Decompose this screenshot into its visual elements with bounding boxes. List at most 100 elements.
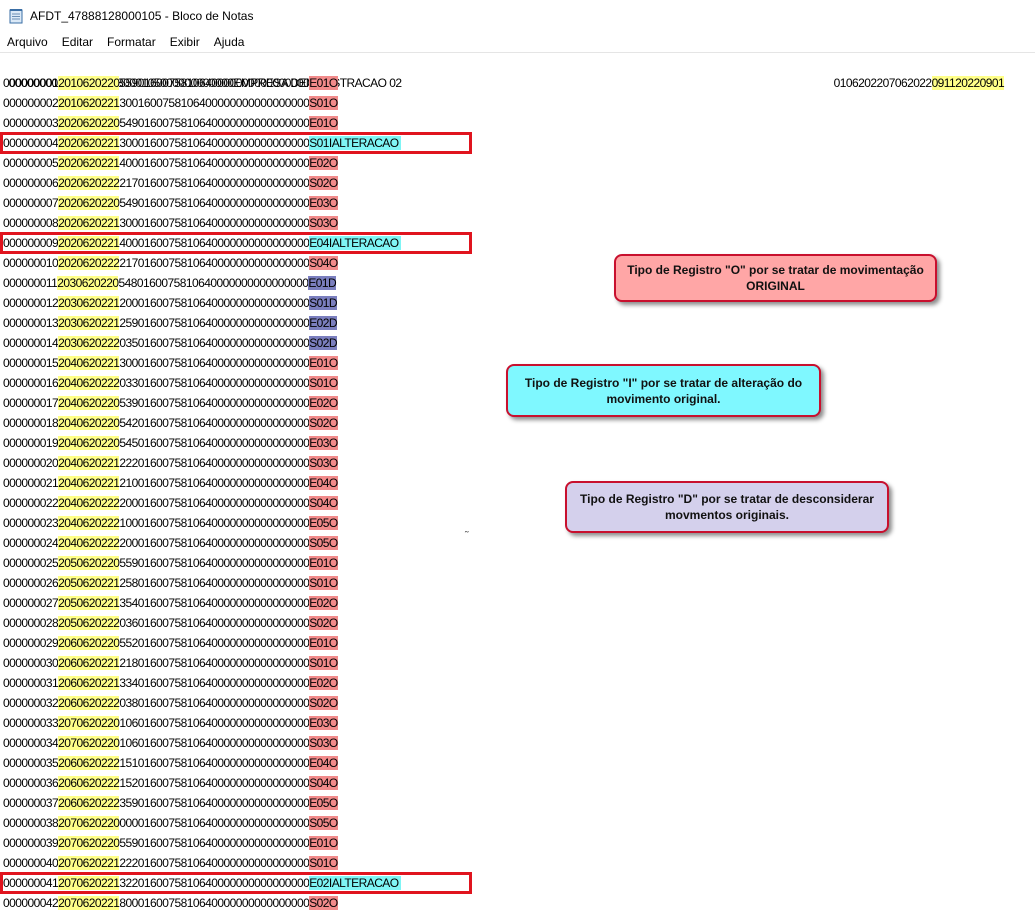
record-date: 2030620222 bbox=[58, 336, 120, 350]
record-tail: 0330160075810640000000000000000 bbox=[119, 376, 310, 390]
record-seq: 000000029 bbox=[3, 636, 59, 650]
record-tail: 5590160075810640000000000000000 bbox=[119, 76, 310, 90]
record-line: 0000000232040620222100016007581064000000… bbox=[3, 513, 338, 533]
record-tail: 2180160075810640000000000000000 bbox=[119, 656, 310, 670]
record-seq: 000000034 bbox=[3, 736, 59, 750]
record-seq: 000000025 bbox=[3, 556, 59, 570]
record-line: 0000000362060620222152016007581064000000… bbox=[3, 773, 338, 793]
record-code: E04O bbox=[309, 476, 338, 490]
record-code: E01O bbox=[309, 76, 338, 90]
record-code: S02O bbox=[309, 896, 338, 910]
record-date: 2040620221 bbox=[58, 476, 120, 490]
record-code: E01O bbox=[309, 836, 338, 850]
record-tail: 2170160075810640000000000000000 bbox=[119, 176, 310, 190]
record-line: 0000000302060620221218016007581064000000… bbox=[3, 653, 338, 673]
record-tail: 2000160075810640000000000000000 bbox=[119, 496, 310, 510]
record-date: 2040620221 bbox=[58, 456, 120, 470]
record-tail: 1060160075810640000000000000000 bbox=[119, 736, 310, 750]
callout-alteracao-text: Tipo de Registro "I" por se tratar de al… bbox=[524, 375, 803, 406]
record-code: S04O bbox=[309, 496, 338, 510]
menu-editar[interactable]: Editar bbox=[61, 35, 94, 49]
record-line: 0000000342070620220106016007581064000000… bbox=[3, 733, 338, 753]
menu-arquivo[interactable]: Arquivo bbox=[7, 35, 48, 49]
title-bar[interactable]: AFDT_47888128000105 - Bloco de Notas bbox=[0, 0, 1035, 32]
record-line: 0000000202040620221222016007581064000000… bbox=[3, 453, 338, 473]
record-tail: 5590160075810640000000000000000 bbox=[119, 836, 310, 850]
record-seq: 000000018 bbox=[3, 416, 59, 430]
record-code: S03O bbox=[309, 456, 338, 470]
record-seq: 000000037 bbox=[3, 796, 59, 810]
record-date: 2050620221 bbox=[58, 596, 120, 610]
callout-desconsiderar-text: Tipo de Registro "D" por se tratar de de… bbox=[580, 492, 874, 522]
record-code: S02O bbox=[309, 696, 338, 710]
record-tail: 5490160075810640000000000000000 bbox=[119, 116, 310, 130]
record-date: 2070620220 bbox=[58, 836, 120, 850]
record-seq: 000000009 bbox=[3, 236, 59, 250]
record-code: S03O bbox=[309, 736, 338, 750]
record-tail: 5450160075810640000000000000000 bbox=[119, 436, 310, 450]
record-seq: 000000023 bbox=[3, 516, 59, 530]
record-line: 0000000092020620221400016007581064000000… bbox=[3, 233, 402, 253]
record-seq: 000000024 bbox=[3, 536, 59, 550]
record-seq: 000000042 bbox=[3, 896, 59, 910]
record-line: 0000000322060620222038016007581064000000… bbox=[3, 693, 338, 713]
record-line: 0000000152040620221300016007581064000000… bbox=[3, 353, 338, 373]
record-seq: 000000039 bbox=[3, 836, 59, 850]
record-code: S01D bbox=[309, 296, 338, 310]
record-date: 2060620221 bbox=[58, 656, 120, 670]
record-line: 0000000062020620222217016007581064000000… bbox=[3, 173, 338, 193]
record-tail: 2220160075810640000000000000000 bbox=[119, 856, 310, 870]
record-line: 0000000402070620221222016007581064000000… bbox=[3, 853, 338, 873]
record-date: 2020620220 bbox=[58, 116, 120, 130]
record-code: E02O bbox=[309, 156, 338, 170]
record-seq: 000000033 bbox=[3, 716, 59, 730]
record-tail: 4000160075810640000000000000000 bbox=[119, 156, 310, 170]
header-right-highlight: 091120220901 bbox=[931, 76, 1005, 90]
record-code: S01IALTERACAO bbox=[309, 136, 402, 150]
record-code: S05O bbox=[309, 816, 338, 830]
record-line: 0000000332070620220106016007581064000000… bbox=[3, 713, 338, 733]
record-code: E01O bbox=[309, 556, 338, 570]
record-code: E01O bbox=[309, 116, 338, 130]
record-seq: 000000003 bbox=[3, 116, 59, 130]
record-seq: 000000040 bbox=[3, 856, 59, 870]
record-date: 2040620222 bbox=[58, 376, 120, 390]
record-code: S02O bbox=[309, 616, 338, 630]
record-tail: 3001600758106400000000000000000 bbox=[119, 96, 310, 110]
record-date: 2030620221 bbox=[58, 296, 120, 310]
record-date: 2040620220 bbox=[58, 416, 120, 430]
record-code: E05O bbox=[309, 516, 338, 530]
record-date: 2060620222 bbox=[58, 776, 120, 790]
record-seq: 000000010 bbox=[3, 256, 59, 270]
record-code: E04O bbox=[309, 756, 338, 770]
record-date: 2020620222 bbox=[58, 256, 120, 270]
record-seq: 000000027 bbox=[3, 596, 59, 610]
record-seq: 000000038 bbox=[3, 816, 59, 830]
menu-ajuda[interactable]: Ajuda bbox=[213, 35, 245, 49]
record-line: 0000000122030620221200016007581064000000… bbox=[3, 293, 338, 313]
record-tail: 3000160075810640000000000000000 bbox=[119, 356, 310, 370]
record-seq: 000000028 bbox=[3, 616, 59, 630]
record-code: S03O bbox=[309, 216, 338, 230]
record-line: 0000000272050620221354016007581064000000… bbox=[3, 593, 338, 613]
record-code: E02O bbox=[309, 596, 338, 610]
record-line: 0000000242040620222200016007581064000000… bbox=[3, 533, 338, 553]
record-date: 2040620222 bbox=[58, 516, 120, 530]
record-line: 0000000252050620220559016007581064000000… bbox=[3, 553, 338, 573]
record-date: 2020620222 bbox=[58, 176, 120, 190]
record-line: 0000000072020620220549016007581064000000… bbox=[3, 193, 338, 213]
record-seq: 000000031 bbox=[3, 676, 59, 690]
notepad-icon bbox=[9, 9, 23, 24]
menu-exibir[interactable]: Exibir bbox=[169, 35, 200, 49]
menu-formatar[interactable]: Formatar bbox=[107, 35, 156, 49]
record-seq: 000000012 bbox=[3, 296, 59, 310]
record-date: 2010620221 bbox=[58, 96, 120, 110]
record-code: S05O bbox=[309, 536, 338, 550]
record-seq: 000000005 bbox=[3, 156, 59, 170]
record-seq: 000000020 bbox=[3, 456, 59, 470]
record-line: 0000000222040620222200016007581064000000… bbox=[3, 493, 338, 513]
record-seq: 000000015 bbox=[3, 356, 59, 370]
header-line: 0000000011147888128000105000000000000EMP… bbox=[3, 53, 402, 90]
record-tail: 2590160075810640000000000000000 bbox=[119, 316, 310, 330]
record-tail: 5520160075810640000000000000000 bbox=[119, 636, 310, 650]
